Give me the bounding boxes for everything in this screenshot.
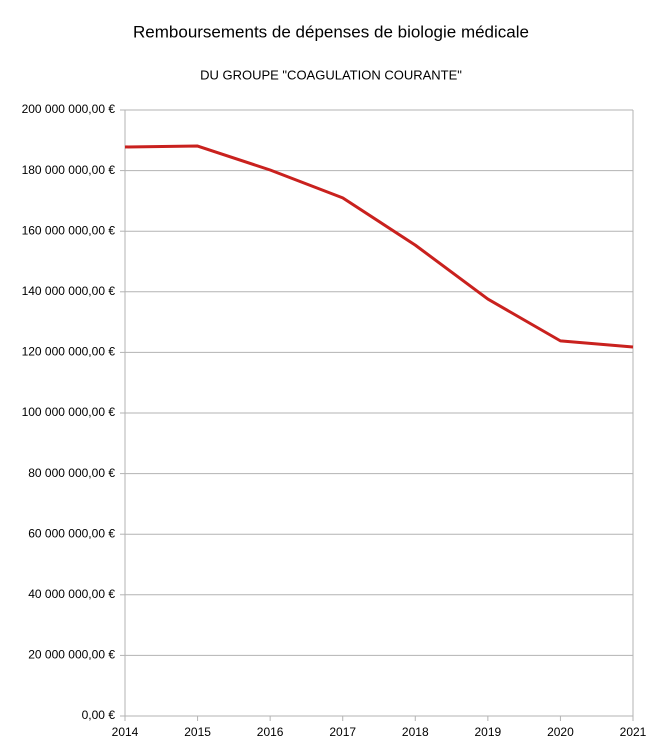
chart-title: Remboursements de dépenses de biologie m… bbox=[133, 22, 529, 41]
x-tick-label: 2019 bbox=[475, 725, 502, 739]
x-tick-label: 2021 bbox=[620, 725, 647, 739]
x-tick-label: 2014 bbox=[112, 725, 139, 739]
y-tick-label: 100 000 000,00 € bbox=[22, 405, 116, 419]
x-tick-label: 2016 bbox=[257, 725, 284, 739]
y-tick-label: 0,00 € bbox=[82, 708, 116, 722]
y-tick-label: 20 000 000,00 € bbox=[28, 648, 115, 662]
x-tick-label: 2017 bbox=[329, 725, 356, 739]
y-tick-label: 120 000 000,00 € bbox=[22, 345, 116, 359]
y-tick-label: 80 000 000,00 € bbox=[28, 466, 115, 480]
x-tick-label: 2015 bbox=[184, 725, 211, 739]
y-tick-label: 60 000 000,00 € bbox=[28, 526, 115, 540]
y-tick-label: 160 000 000,00 € bbox=[22, 223, 116, 237]
chart-subtitle: DU GROUPE "COAGULATION COURANTE" bbox=[200, 67, 462, 82]
x-tick-label: 2018 bbox=[402, 725, 429, 739]
y-tick-label: 180 000 000,00 € bbox=[22, 163, 116, 177]
data-line bbox=[124, 144, 634, 349]
y-tick-label: 200 000 000,00 € bbox=[22, 102, 116, 116]
y-tick-label: 140 000 000,00 € bbox=[22, 284, 116, 298]
y-tick-label: 40 000 000,00 € bbox=[28, 587, 115, 601]
x-tick-label: 2020 bbox=[547, 725, 574, 739]
